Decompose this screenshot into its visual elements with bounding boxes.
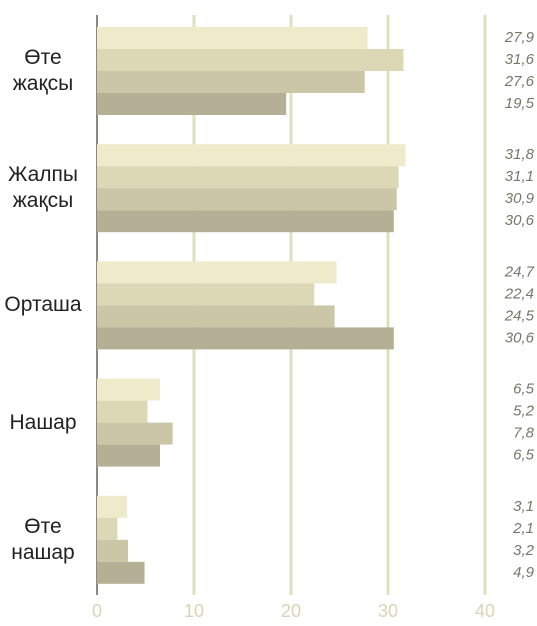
category-label: Орташа	[0, 292, 86, 318]
bar	[97, 93, 286, 115]
bar	[97, 401, 147, 423]
category-label: Өте нашар	[0, 514, 86, 566]
bar	[97, 166, 399, 188]
value-label: 6,5	[513, 447, 535, 464]
bar	[97, 27, 368, 49]
bar	[97, 144, 405, 166]
x-tick-label: 40	[475, 601, 495, 621]
bar	[97, 379, 160, 401]
value-label: 30,6	[505, 212, 535, 229]
bar	[97, 305, 335, 327]
value-label: 27,6	[504, 73, 535, 90]
value-label: 31,6	[505, 51, 535, 68]
bar	[97, 49, 404, 71]
bar	[97, 423, 173, 445]
bar	[97, 261, 337, 283]
bar	[97, 445, 160, 467]
bar	[97, 327, 394, 349]
value-label: 27,9	[504, 29, 535, 46]
value-label: 19,5	[505, 95, 535, 112]
value-label: 2,1	[512, 520, 534, 537]
bar	[97, 518, 117, 540]
x-tick-label: 30	[378, 601, 398, 621]
bar	[97, 210, 394, 232]
value-label: 6,5	[513, 381, 535, 398]
value-label: 30,9	[505, 190, 535, 207]
value-label: 24,5	[504, 307, 535, 324]
value-label: 31,8	[505, 146, 535, 163]
bar	[97, 283, 314, 305]
bar	[97, 188, 397, 210]
value-label: 4,9	[513, 564, 535, 581]
value-label: 7,8	[513, 425, 535, 442]
bar	[97, 540, 128, 562]
value-label: 30,6	[505, 329, 535, 346]
x-tick-label: 0	[92, 601, 102, 621]
x-tick-label: 20	[281, 601, 301, 621]
value-label: 31,1	[505, 168, 534, 185]
value-label: 3,2	[513, 542, 535, 559]
category-label: Нашар	[0, 410, 86, 436]
value-label: 5,2	[513, 403, 535, 420]
bar	[97, 496, 127, 518]
category-label: Өте жақсы	[0, 45, 86, 97]
value-label: 22,4	[504, 285, 534, 302]
x-tick-label: 10	[184, 601, 204, 621]
category-label: Жалпы жақсы	[0, 162, 86, 214]
value-label: 24,7	[504, 263, 535, 280]
bar	[97, 71, 365, 93]
bar	[97, 562, 145, 584]
chart: 0 10 20 30 40 27,9 31,6 27,6 19,5 31,8 31,1 30,9 30,…	[0, 0, 537, 626]
value-label: 3,1	[513, 498, 534, 515]
